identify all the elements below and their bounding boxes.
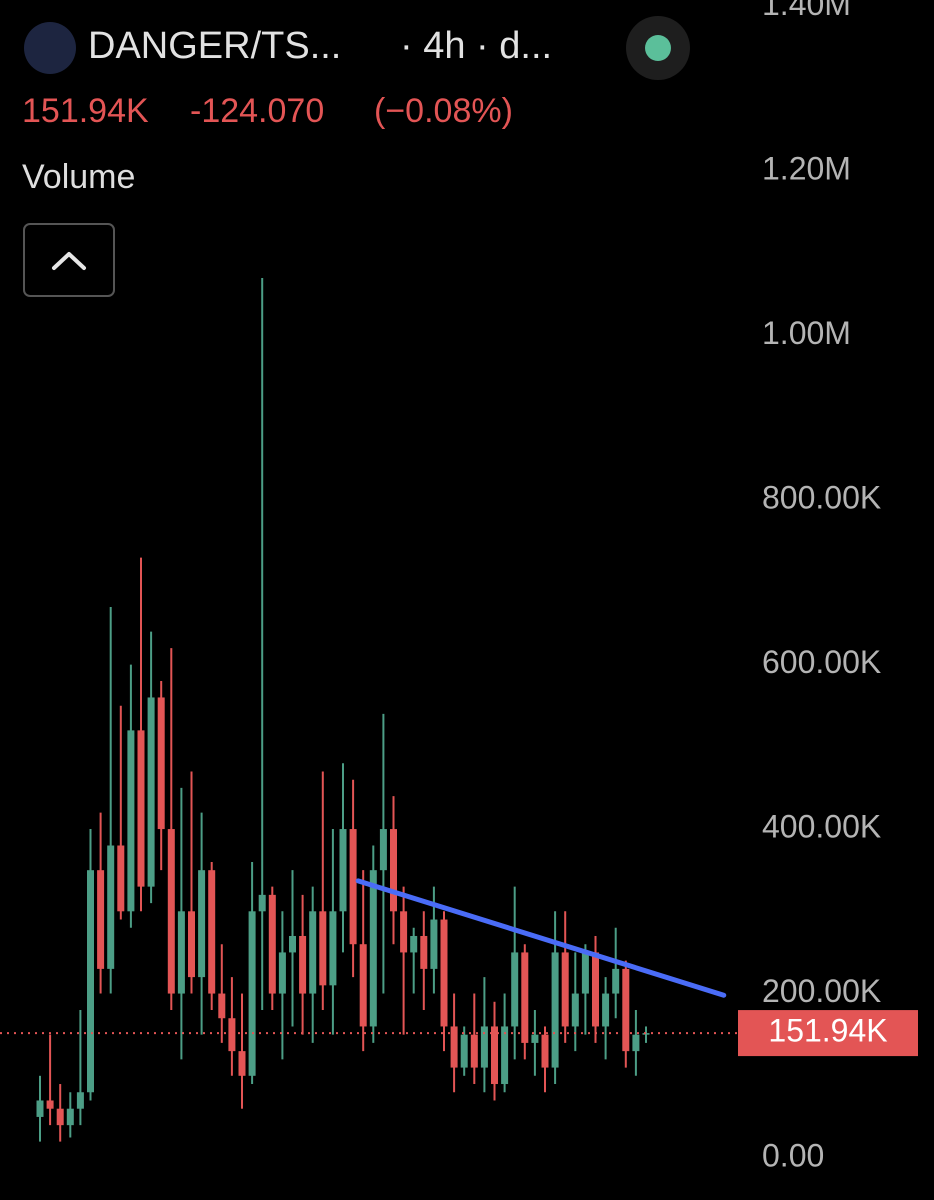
candle-body — [561, 952, 569, 1027]
candle-body — [602, 993, 610, 1027]
chevron-icon — [52, 252, 86, 270]
candle-body — [87, 870, 94, 1093]
last-value: 151.94K — [22, 92, 149, 130]
candle-body — [177, 911, 185, 994]
candle-body — [521, 952, 529, 1043]
candle-body — [592, 952, 599, 1027]
candle-body — [349, 829, 357, 945]
candle-body — [238, 1051, 246, 1076]
candle-body — [571, 993, 579, 1027]
candle-body — [390, 829, 397, 912]
candle-body — [581, 952, 589, 994]
price-tag-label: 151.94K — [768, 1013, 887, 1049]
candle-body — [359, 944, 367, 1027]
candle-body — [309, 911, 317, 994]
candle-body — [97, 870, 105, 969]
candle-body — [147, 697, 155, 887]
symbol-name[interactable]: DANGER/TS... — [88, 25, 341, 67]
candle-body — [36, 1100, 44, 1117]
candle-body — [470, 1034, 478, 1068]
candle-body — [76, 1092, 84, 1109]
candle-body — [137, 730, 145, 887]
candle-body — [440, 919, 448, 1027]
candle-body — [450, 1026, 458, 1068]
candle-body — [117, 845, 125, 912]
candle-body — [410, 935, 418, 953]
candle-body — [258, 894, 266, 912]
candle-body — [299, 935, 307, 994]
candle-body — [248, 911, 256, 1076]
candle-body — [268, 894, 276, 994]
candle-body — [329, 911, 337, 986]
candle-body — [612, 968, 620, 994]
candle-body — [46, 1100, 54, 1109]
candle-body — [541, 1034, 549, 1068]
candle-body — [198, 870, 206, 978]
collapse-button[interactable] — [23, 223, 115, 297]
candle-body — [480, 1026, 488, 1068]
candle-body — [460, 1034, 468, 1068]
candle-body — [107, 845, 115, 969]
y-tick-label: 600.00K — [762, 644, 881, 680]
status-dot — [645, 35, 671, 61]
candle-body — [127, 730, 135, 912]
candle-body — [66, 1108, 74, 1126]
candle-body — [289, 935, 296, 953]
candle-body — [56, 1108, 64, 1126]
candle-body — [167, 829, 175, 994]
y-tick-label: 0.00 — [762, 1138, 824, 1174]
candle-body — [188, 911, 195, 978]
y-tick-label: 1.40M — [762, 0, 851, 22]
candle-body — [430, 919, 438, 969]
trendline — [355, 878, 727, 998]
price-tag — [738, 1010, 918, 1057]
indicator-name: Volume — [22, 158, 135, 196]
y-tick-label: 800.00K — [762, 480, 881, 516]
y-tick-label: 400.00K — [762, 809, 881, 845]
candle-body — [531, 1034, 539, 1043]
candle-body — [400, 911, 408, 953]
candle-body — [379, 829, 387, 871]
candle-body — [228, 1018, 236, 1052]
candle-body — [491, 1026, 498, 1085]
candle-body — [501, 1026, 509, 1085]
candle-body — [551, 952, 559, 1068]
candle-body — [218, 993, 226, 1019]
candle-body — [278, 952, 286, 994]
candle-body — [420, 935, 428, 969]
candle-body — [339, 829, 347, 912]
y-tick-label: 1.20M — [762, 151, 851, 187]
symbol-avatar — [24, 22, 76, 74]
interval: · 4h · d... — [400, 25, 552, 67]
candle-body — [319, 911, 327, 986]
candle-body — [369, 870, 377, 1027]
change-pct: (−0.08%) — [374, 92, 513, 130]
y-tick-label: 1.00M — [762, 315, 851, 351]
change: -124.070 — [190, 92, 324, 130]
candle-body — [511, 952, 519, 1027]
candle-body — [632, 1034, 640, 1052]
y-tick-label: 200.00K — [762, 973, 881, 1009]
candle-body — [157, 697, 165, 830]
candle-body — [622, 968, 630, 1052]
candle-body — [208, 870, 216, 994]
